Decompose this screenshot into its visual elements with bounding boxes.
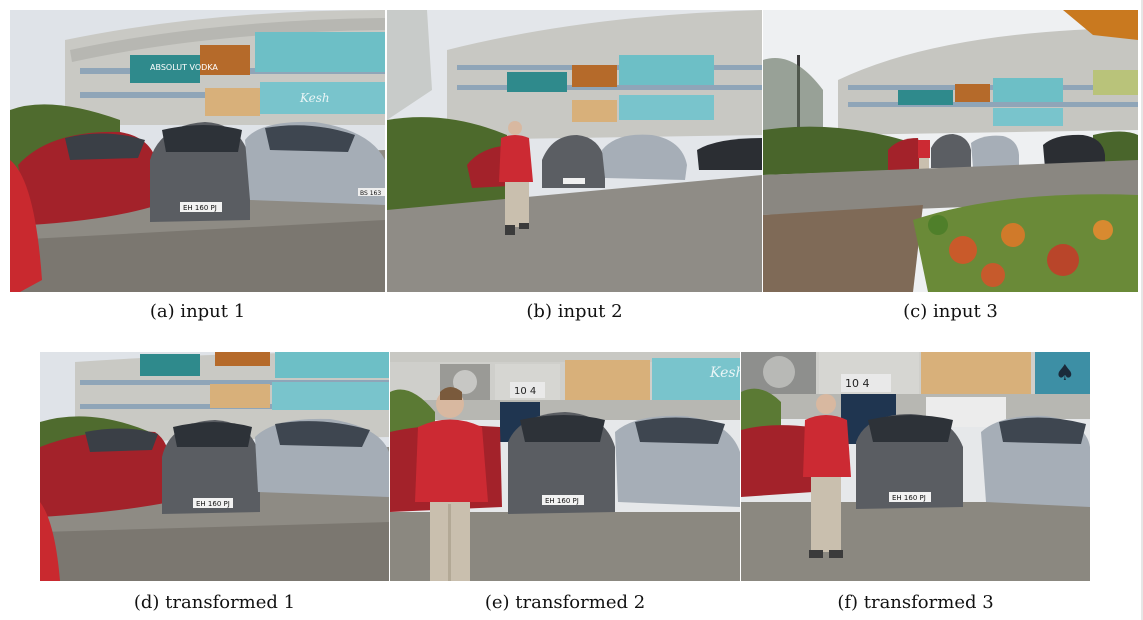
- image-transformed-2: 10 4 Kesh EH 160 PJ: [390, 352, 740, 581]
- image-transformed-1: EH 160 PJ: [40, 352, 389, 581]
- mural-brand-text: ABSOLUT VODKA: [150, 63, 218, 72]
- door-sign-e: 10 4: [514, 386, 536, 397]
- image-transformed-3: 10 4 ♠ EH 160 PJ: [741, 352, 1090, 581]
- caption-transformed-2: (e) transformed 2: [484, 592, 646, 613]
- plate-d: EH 160 PJ: [196, 500, 230, 508]
- image-input-1: ABSOLUT VODKA Kesh EH 160 PJ BS 163: [10, 10, 385, 292]
- caption-input-3: (c) input 3: [903, 301, 998, 322]
- door-sign-f: 10 4: [845, 377, 870, 390]
- image-input-3: [763, 10, 1138, 292]
- plate-e: EH 160 PJ: [545, 497, 579, 505]
- mural-signature-e: Kesh: [709, 365, 740, 381]
- caption-transformed-1: (d) transformed 1: [133, 592, 296, 613]
- image-input-2: [387, 10, 762, 292]
- caption-input-1: (a) input 1: [149, 301, 246, 322]
- plate-a2: BS 163: [360, 190, 381, 197]
- plate-a: EH 160 PJ: [183, 204, 217, 212]
- caption-input-2: (b) input 2: [526, 301, 623, 322]
- page-edge: [1141, 0, 1143, 620]
- svg-text:♠: ♠: [1055, 361, 1075, 386]
- plate-f: EH 160 PJ: [892, 494, 926, 502]
- mural-signature-text: Kesh: [299, 91, 330, 105]
- caption-transformed-3: (f) transformed 3: [837, 592, 994, 613]
